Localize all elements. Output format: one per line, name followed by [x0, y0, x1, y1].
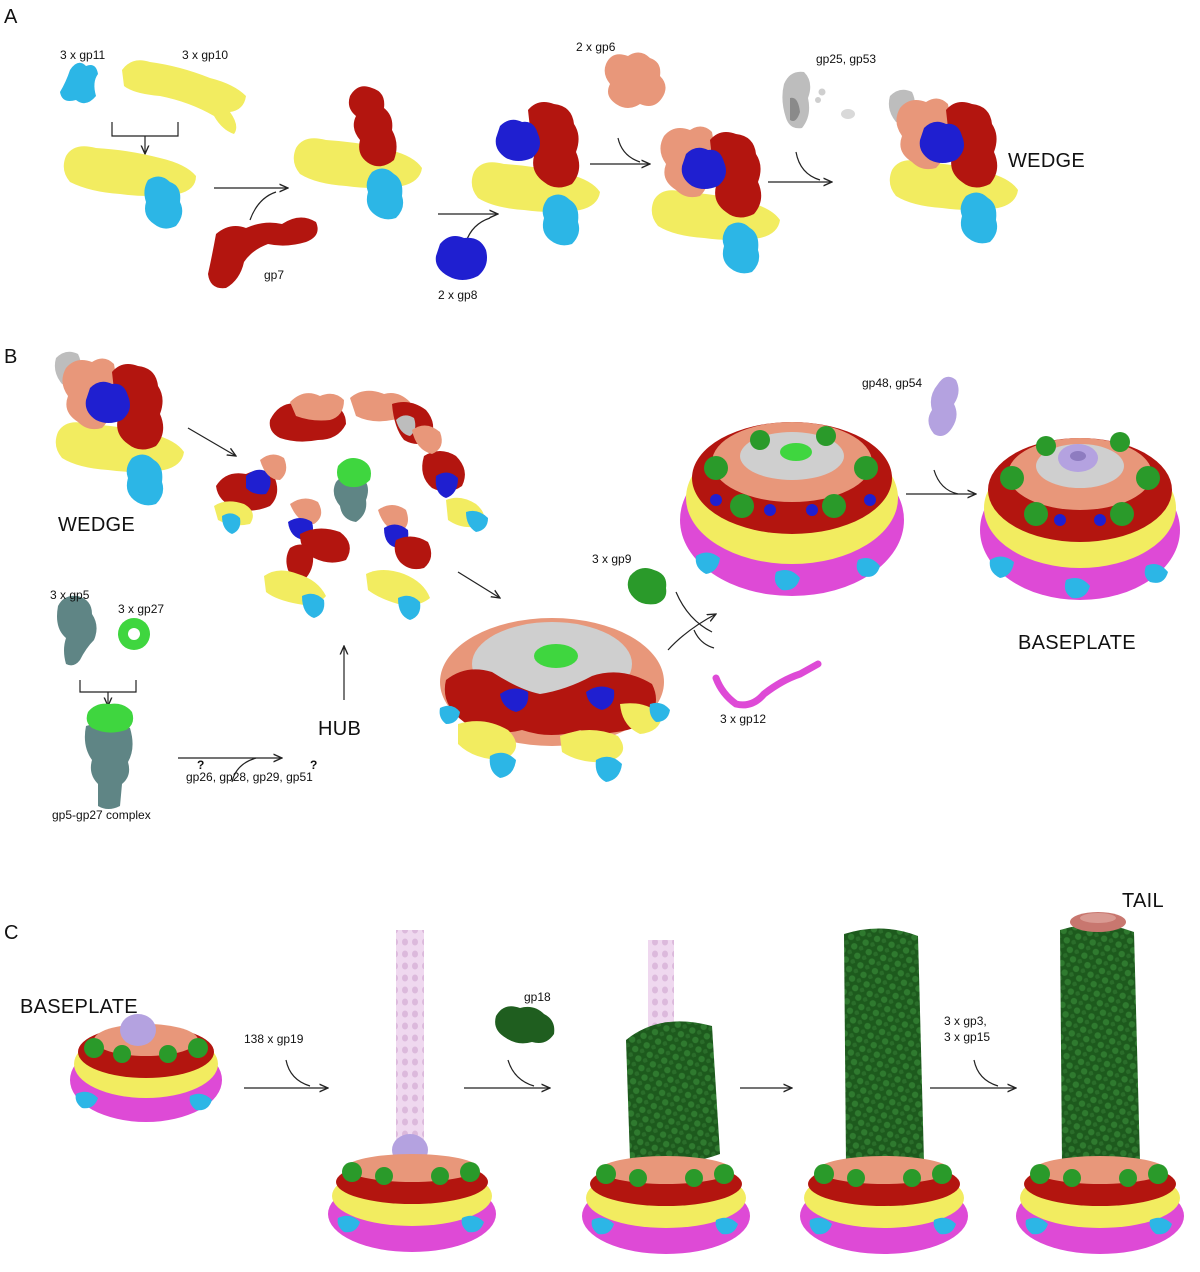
- label-gp11: 3 x gp11: [60, 48, 106, 62]
- label-hub: HUB: [318, 718, 362, 740]
- label-wedge: WEDGE: [1008, 150, 1086, 172]
- label-gp18: gp18: [524, 990, 551, 1004]
- gp10-gp11-complex: [63, 146, 196, 229]
- label-baseplate-b: BASEPLATE: [1018, 632, 1136, 654]
- label-gp7: gp7: [264, 268, 285, 282]
- label-gp5-gp27-complex: gp5-gp27 complex: [52, 808, 151, 822]
- tail-complete: [1016, 912, 1184, 1254]
- label-gp19: 138 x gp19: [244, 1032, 304, 1046]
- step-arrow: [667, 614, 716, 651]
- panel-label-c: C: [4, 922, 19, 944]
- label-gp6: 2 x gp6: [576, 40, 616, 54]
- gp7-gp10-gp11-complex: [293, 86, 422, 220]
- label-gp27: 3 x gp27: [118, 602, 165, 616]
- question-mark-gp51: ?: [310, 758, 318, 772]
- join-arrow: [285, 1059, 311, 1087]
- wedge-complex: [888, 89, 1018, 244]
- label-gp25-gp53: gp25, gp53: [816, 52, 877, 66]
- label-gp10: 3 x gp10: [182, 48, 229, 62]
- gp48-gp54-subunits: [928, 376, 959, 436]
- baseplate-complete: [980, 432, 1180, 600]
- label-wedge-b: WEDGE: [58, 514, 136, 536]
- panel-a: [60, 52, 1018, 289]
- step-arrow: [187, 427, 236, 456]
- label-gp15: 3 x gp15: [944, 1030, 991, 1044]
- gp9-subunit: [627, 568, 667, 605]
- join-arrow: [933, 469, 959, 495]
- wedge-ring-with-hub: [214, 390, 488, 620]
- panel-label-a: A: [4, 6, 18, 28]
- join-arrow: [693, 629, 715, 649]
- label-baseplate-c: BASEPLATE: [20, 996, 138, 1018]
- full-sheath-assembly: [800, 928, 968, 1254]
- gp25-gp53-subunits: [782, 71, 855, 129]
- baseplate-c1: [70, 1014, 222, 1122]
- gp12-subunit: [712, 660, 822, 709]
- label-gp5: 3 x gp5: [50, 588, 90, 602]
- gp6-subunit: [604, 52, 666, 108]
- merge-connector: [111, 122, 179, 154]
- gp18-subunit: [495, 1006, 555, 1044]
- label-gp48-gp54: gp48, gp54: [862, 376, 923, 390]
- gp7-subunit: [208, 217, 318, 289]
- panel-label-b: B: [4, 346, 18, 368]
- panel-b: [54, 351, 1180, 809]
- merge-connector: [79, 680, 137, 706]
- question-mark-gp26: ?: [197, 758, 205, 772]
- join-arrow: [795, 151, 821, 181]
- label-tail: TAIL: [1122, 890, 1164, 912]
- baseplate-without-gp48-gp54: [680, 422, 904, 596]
- join-arrow: [675, 591, 713, 633]
- gp27-ring: [118, 618, 150, 650]
- label-hub-factors: gp26, gp28, gp29, gp51: [186, 770, 313, 784]
- label-gp12: 3 x gp12: [720, 712, 767, 726]
- step-arrow: [457, 571, 500, 598]
- join-arrow: [617, 137, 641, 163]
- join-arrow: [231, 757, 257, 783]
- label-gp9: 3 x gp9: [592, 552, 632, 566]
- join-arrow: [249, 191, 277, 221]
- panel-c: [70, 912, 1184, 1254]
- tail-tube-on-baseplate: [328, 930, 496, 1252]
- join-arrow: [973, 1059, 999, 1087]
- wedge-complex: [54, 351, 184, 506]
- gp5-gp27-complex: [84, 703, 134, 809]
- gp8-gp7-gp10-gp11-complex: [471, 102, 600, 246]
- gp10-subunit: [122, 60, 246, 135]
- partial-sheath-assembly: [582, 940, 750, 1254]
- join-arrow: [507, 1059, 535, 1087]
- label-gp3: 3 x gp3,: [944, 1014, 987, 1028]
- gp11-subunit: [60, 62, 98, 104]
- gp6-gp8-gp7-gp10-gp11-complex: [651, 126, 780, 274]
- wedge-hub-baseplate: [439, 618, 670, 782]
- label-gp8: 2 x gp8: [438, 288, 478, 302]
- gp8-subunit: [435, 236, 487, 280]
- gp5-subunit: [57, 595, 97, 666]
